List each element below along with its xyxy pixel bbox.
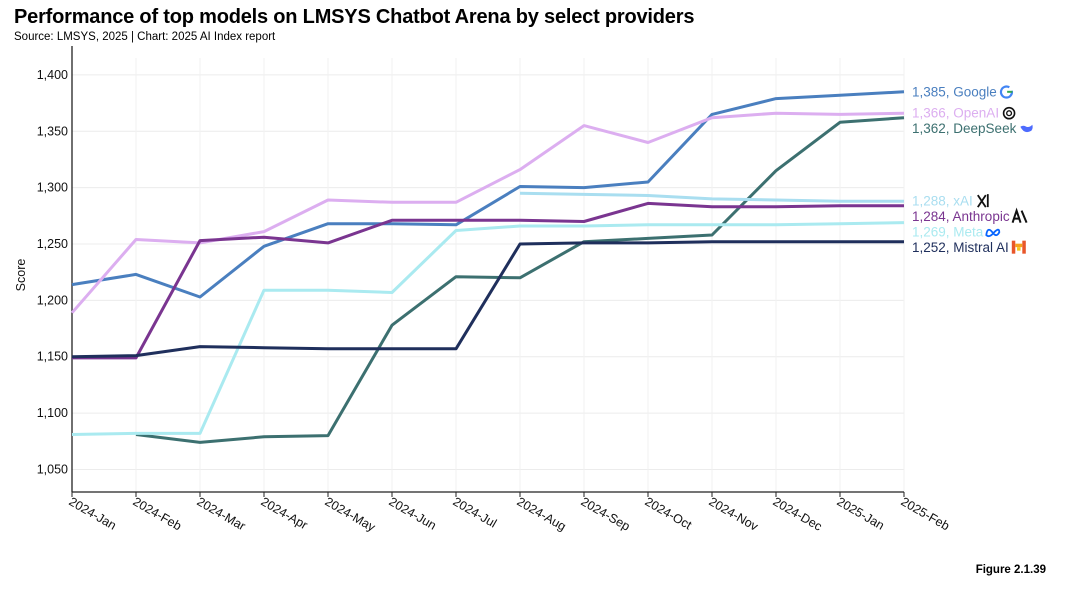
mistral-icon [1011,240,1026,254]
x-tick-label: 2024-Oct [643,494,695,532]
y-axis-title: Score [14,259,28,292]
y-tick-label: 1,050 [37,462,68,476]
y-tick-label: 1,250 [37,237,68,251]
x-tick-label: 2025-Jan [835,494,887,532]
anthropic-icon [1011,207,1028,224]
series-line-google [71,90,905,299]
y-tick-label: 1,150 [37,350,68,364]
series-end-label-anthropic: 1,284, Anthropic [912,209,1010,224]
series-end-label-xai: 1,288, xAI [912,194,973,209]
y-tick-label: 1,200 [37,293,68,307]
series-line-anthropic [72,201,904,360]
grid-lines [71,58,905,492]
series-end-label-meta: 1,269, Meta [912,225,984,240]
deepseek-icon [1020,124,1033,133]
chart-subtitle: Source: LMSYS, 2025 | Chart: 2025 AI Ind… [14,31,276,43]
x-tick-label: 2024-May [323,494,379,534]
x-tick-label: 2024-Mar [195,494,248,533]
x-tick-label: 2024-Feb [131,494,184,533]
axes: 1,050 1,100 1,150 1,200 1,250 1,300 1,350 1,400… [14,46,952,535]
x-tick-label: 2024-Sep [579,494,633,533]
y-tick-label: 1,400 [37,68,68,82]
series-line-meta [71,221,905,436]
x-tick-label: 2024-Dec [771,494,825,533]
y-tick-label: 1,350 [37,124,68,138]
series-line-xai [519,191,904,203]
y-tick-label: 1,100 [37,406,68,420]
x-tick-label: 2025-Feb [899,494,952,533]
x-tick-label: 2024-Jun [387,494,439,532]
series-end-label-google: 1,385, Google [912,84,997,99]
y-tick-label: 1,300 [37,181,68,195]
series-line-deepseek [135,116,905,444]
series-line-mistral-ai [71,240,904,359]
series-end-label-mistral-ai: 1,252, Mistral AI [912,240,1009,255]
x-tick-label: 2024-Jan [67,494,119,532]
meta-icon [985,228,1001,238]
series-end-label-deepseek: 1,362, DeepSeek [912,121,1017,136]
series-lines [70,90,905,444]
xai-icon [977,194,989,208]
figure-label: Figure 2.1.39 [975,564,1046,576]
x-tick-label: 2024-Jul [451,494,500,530]
chart-title: Performance of top models on LMSYS Chatb… [14,6,695,28]
series-end-label-openai: 1,366, OpenAI [912,106,999,121]
x-tick-label: 2024-Aug [515,494,569,533]
x-tick-label: 2024-Apr [259,494,311,532]
series-line-openai [70,111,905,314]
x-tick-label: 2024-Nov [707,494,762,534]
google-icon [999,85,1014,99]
openai-icon [1002,106,1016,120]
